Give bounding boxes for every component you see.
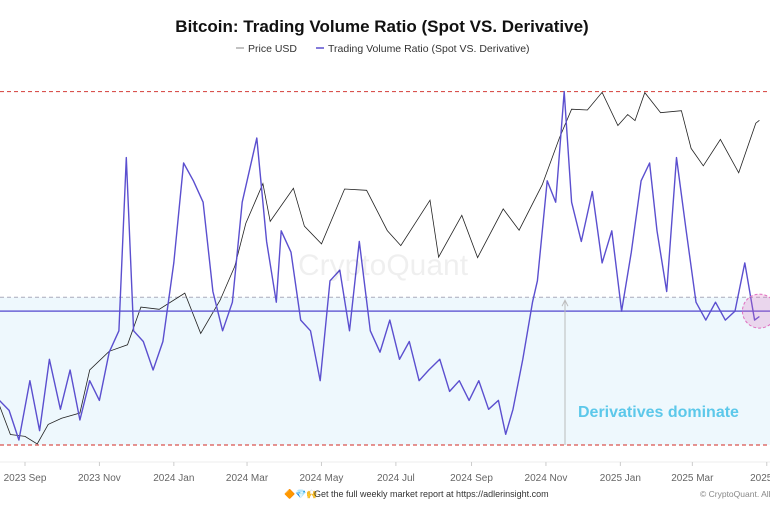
arrow-head-icon <box>561 299 569 307</box>
x-tick-label: 2025 M <box>750 473 770 484</box>
x-tick-label: 2023 Nov <box>78 473 121 484</box>
x-tick-label: 2025 Jan <box>600 473 641 484</box>
watermark: CryptoQuant <box>298 249 469 282</box>
chart-title: Bitcoin: Trading Volume Ratio (Spot VS. … <box>175 17 588 36</box>
highlight-circle <box>741 293 770 329</box>
x-tick-label: 2023 Sep <box>4 473 47 484</box>
x-tick-label: 2024 Jan <box>153 473 194 484</box>
x-tick-label: 2025 Mar <box>671 473 714 484</box>
shaded-zone-derivatives <box>0 297 770 445</box>
footer-text[interactable]: Get the full weekly market report at htt… <box>314 489 549 499</box>
legend-ratio-label[interactable]: Trading Volume Ratio (Spot VS. Derivativ… <box>328 43 530 55</box>
x-tick-label: 2024 May <box>299 473 343 484</box>
x-tick-label: 2024 Jul <box>377 473 415 484</box>
copyright: © CryptoQuant. All ri <box>700 489 770 499</box>
legend[interactable]: Price USD Trading Volume Ratio (Spot VS.… <box>236 43 530 55</box>
footer-emojis: 🔶💎🙌 <box>284 488 318 499</box>
annotation-derivatives-dominate: Derivatives dominate <box>578 404 739 421</box>
x-axis: 2023 Sep 2023 Nov 2024 Jan 2024 Mar 2024 May… <box>4 462 770 484</box>
x-tick-label: 2024 Nov <box>525 473 568 484</box>
x-tick-label: 2024 Sep <box>450 473 493 484</box>
plot-area <box>0 90 770 446</box>
series-trading-volume-ratio-line <box>0 90 760 441</box>
x-tick-label: 2024 Mar <box>226 473 269 484</box>
legend-price-label[interactable]: Price USD <box>248 43 297 55</box>
